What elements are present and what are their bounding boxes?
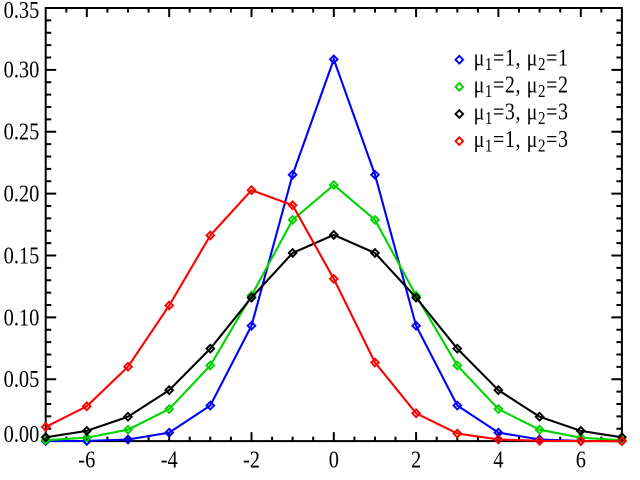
svg-text:-6: -6 [78,446,95,473]
svg-text:0.05: 0.05 [4,365,40,392]
svg-text:4: 4 [493,446,503,473]
svg-text:0.00: 0.00 [4,420,40,447]
svg-text:0: 0 [329,446,339,473]
svg-text:-4: -4 [161,446,178,473]
svg-text:0.20: 0.20 [4,180,40,207]
svg-text:2: 2 [411,446,421,473]
svg-text:-2: -2 [243,446,260,473]
svg-text:0.35: 0.35 [4,0,40,24]
svg-text:6: 6 [576,446,586,473]
svg-text:0.10: 0.10 [4,303,40,330]
svg-text:0.15: 0.15 [4,242,40,269]
svg-text:0.25: 0.25 [4,118,40,145]
svg-text:0.30: 0.30 [4,56,40,83]
